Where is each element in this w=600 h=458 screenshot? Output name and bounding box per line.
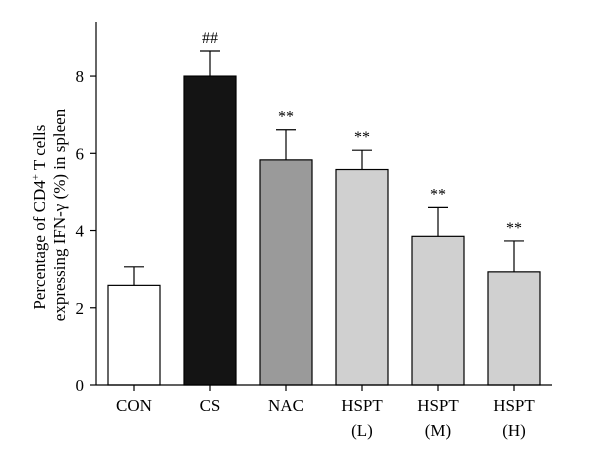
y-axis-label-line2: expressing IFN-γ (%) in spleen: [50, 108, 69, 321]
x-tick-label-line2: (L): [351, 421, 373, 440]
significance-label: **: [430, 186, 446, 203]
bar: [107, 284, 161, 386]
bar: [183, 75, 237, 386]
bar: [411, 235, 465, 386]
y-tick-label: 2: [76, 299, 85, 318]
x-tick-label: HSPT: [493, 396, 535, 415]
y-axis-label-line1: Percentage of CD4: [30, 180, 49, 310]
x-tick-label-line2: (H): [502, 421, 526, 440]
x-tick-label: HSPT: [417, 396, 459, 415]
y-axis-label: Percentage of CD4+ T cells expressing IF…: [30, 108, 69, 321]
bar: [487, 271, 541, 386]
significance-label: **: [354, 129, 370, 146]
x-tick-label: HSPT: [341, 396, 383, 415]
y-tick-label: 4: [76, 222, 85, 241]
x-tick-label: NAC: [268, 396, 304, 415]
x-tick-label: CS: [200, 396, 221, 415]
x-axis: CON CS NAC HSPT (L) HSPT (M) HSPT (H): [96, 384, 552, 440]
y-tick-label: 0: [76, 376, 85, 395]
y-axis-label-line1-end: T cells: [30, 125, 49, 174]
y-axis-label-superscript: +: [30, 174, 42, 180]
significance-label: **: [506, 220, 522, 237]
significance-label: ##: [202, 30, 218, 47]
x-tick-label: CON: [116, 396, 152, 415]
y-axis: 0 2 4 6 8: [76, 22, 97, 395]
significance-label: **: [278, 109, 294, 126]
x-tick-label-line2: (M): [425, 421, 451, 440]
bar: [259, 159, 313, 386]
bar: [335, 168, 389, 386]
y-tick-label: 6: [76, 144, 85, 163]
y-tick-label: 8: [76, 67, 85, 86]
bars: ## ** ** ** **: [107, 30, 541, 386]
